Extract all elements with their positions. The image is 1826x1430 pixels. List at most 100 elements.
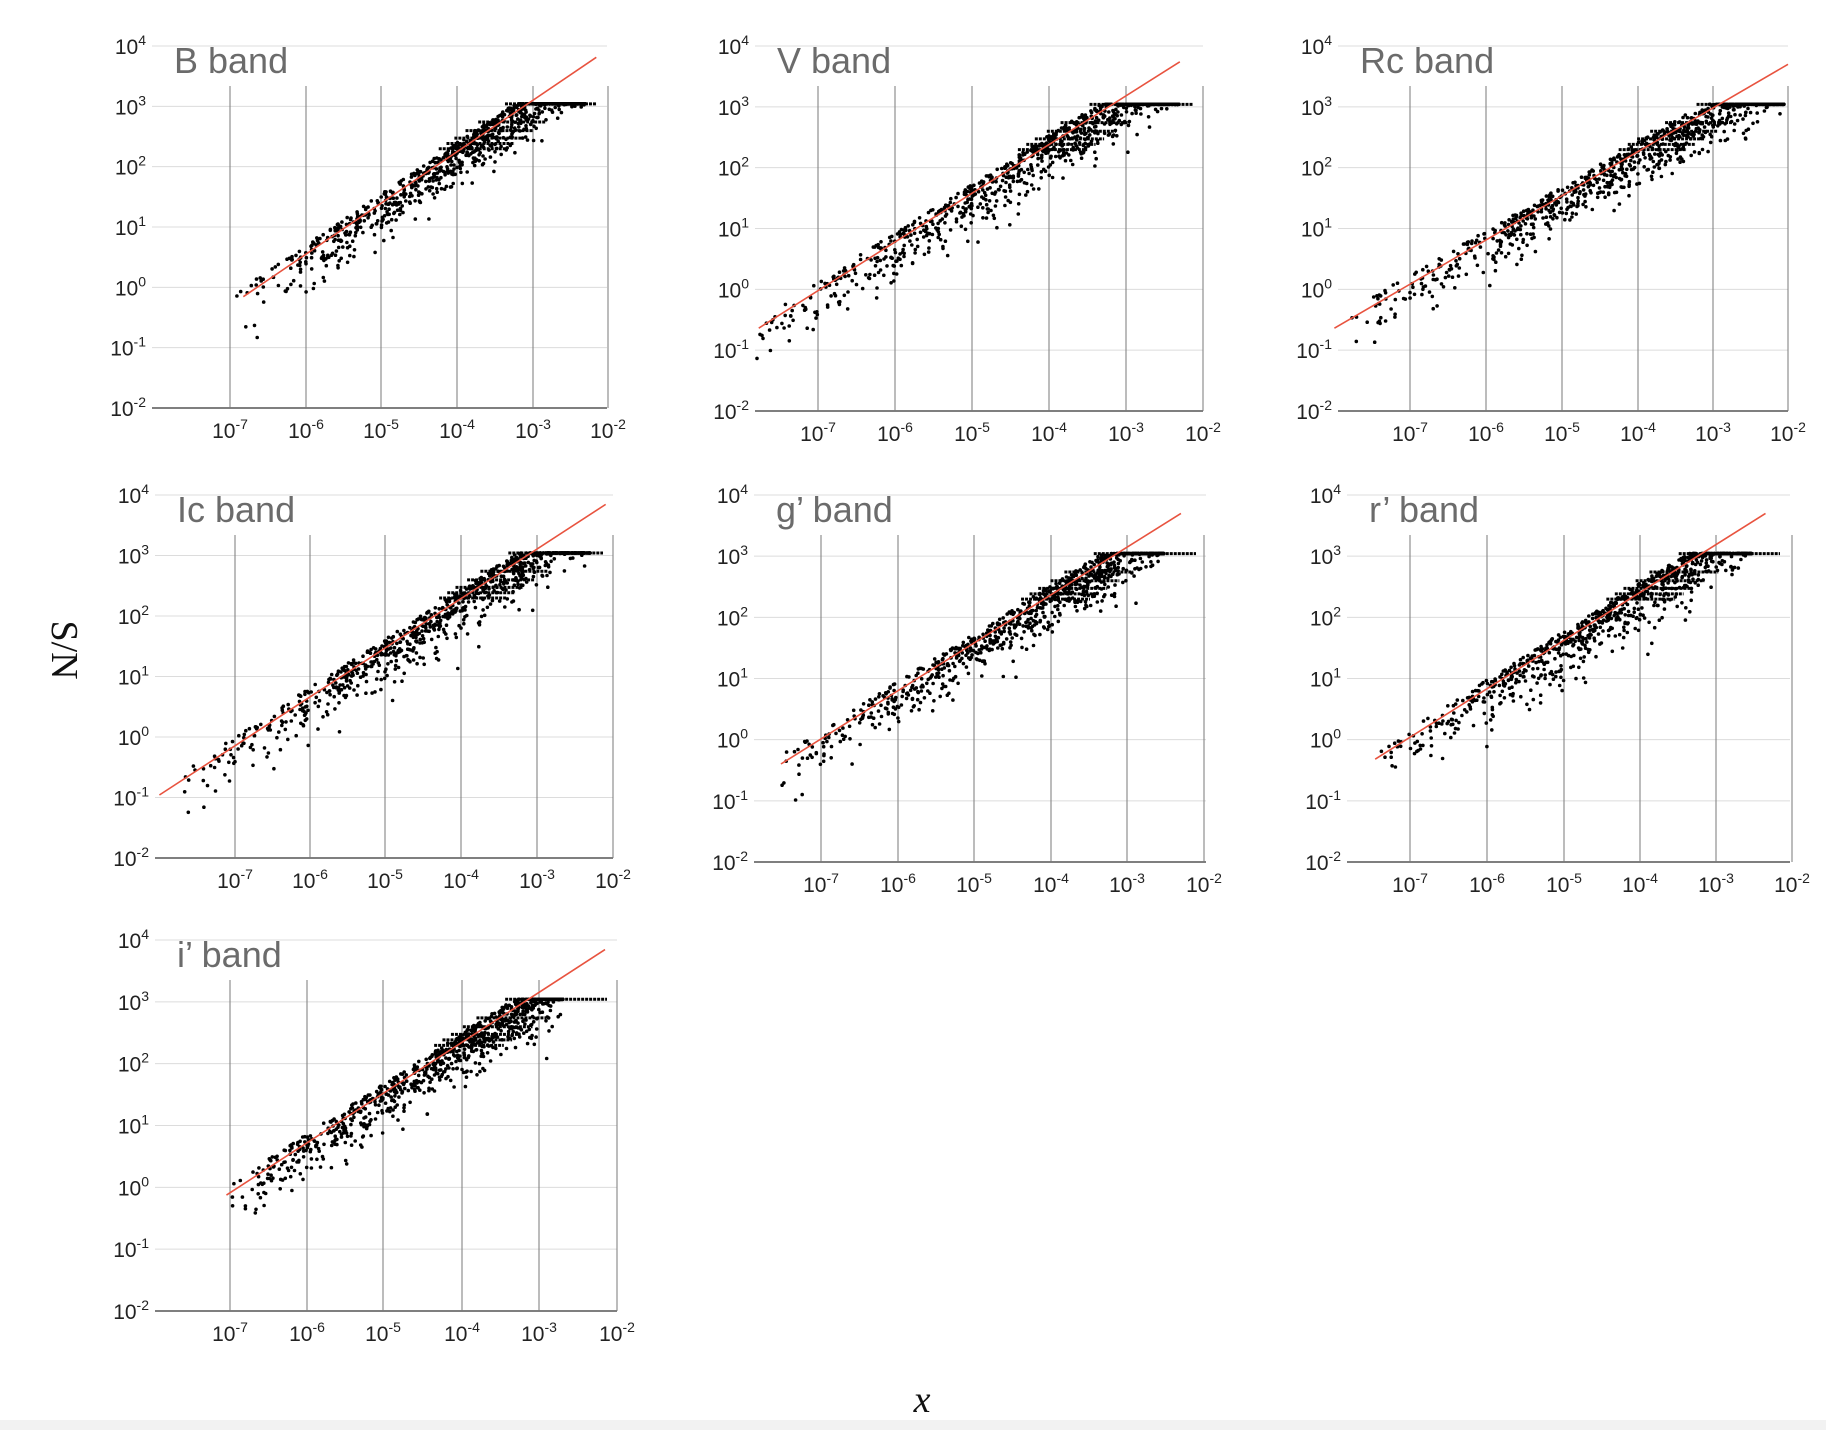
scatter-point: [791, 318, 795, 323]
scatter-point: [927, 239, 932, 243]
y-tick-label: 103: [115, 92, 146, 119]
scatter-point: [310, 251, 314, 255]
scatter-point: [909, 233, 913, 237]
scatter-point: [353, 233, 358, 238]
scatter-point: [375, 657, 379, 662]
scatter-point: [890, 234, 894, 239]
scatter-point: [1552, 213, 1556, 217]
scatter-point: [1656, 162, 1660, 167]
scatter-point: [337, 701, 341, 705]
scatter-point: [1586, 184, 1591, 189]
scatter-point: [937, 675, 941, 679]
scatter-point: [341, 683, 345, 687]
x-tick-label: 10-5: [1544, 419, 1580, 446]
scatter-point: [981, 196, 986, 201]
scatter-point: [1583, 199, 1587, 204]
scatter-point: [887, 727, 892, 732]
scatter-point: [1612, 156, 1616, 160]
scatter-point: [1093, 164, 1097, 168]
scatter-point: [1491, 236, 1495, 241]
scatter-point: [1429, 744, 1434, 748]
scatter-point: [1583, 175, 1588, 180]
scatter-point: [1093, 108, 1097, 112]
scatter-point: [548, 570, 552, 575]
scatter-point: [319, 256, 324, 261]
scatter-point: [429, 613, 434, 617]
scatter-point: [1557, 683, 1562, 688]
scatter-point: [495, 564, 499, 568]
scatter-point: [366, 216, 370, 220]
scatter-point: [444, 184, 449, 189]
scatter-point: [1115, 134, 1119, 138]
scatter-point: [860, 286, 865, 291]
scatter-point: [953, 664, 957, 669]
x-tick-label: 10-3: [519, 866, 555, 893]
fit-line: [242, 56, 597, 298]
scatter-point: [892, 682, 897, 686]
scatter-point: [252, 733, 257, 738]
scatter-point: [848, 737, 852, 741]
scatter-point: [1560, 188, 1565, 192]
y-tick-label: 102: [115, 153, 146, 180]
scatter-point: [899, 703, 904, 707]
scatter-point: [819, 279, 824, 284]
scatter-point: [954, 195, 958, 200]
scatter-point: [1608, 157, 1613, 162]
x-tick-label: 10-2: [1186, 870, 1222, 897]
scatter-point: [402, 671, 407, 676]
scatter-point: [1716, 124, 1720, 128]
scatter-point: [235, 294, 239, 298]
scatter-point: [444, 632, 448, 636]
scatter-point: [758, 332, 762, 337]
scatter-point: [796, 747, 800, 752]
scatter-point: [1165, 107, 1169, 111]
y-tick-label: 10-1: [110, 334, 146, 361]
scatter-point: [1056, 607, 1060, 612]
scatter-point: [1112, 591, 1117, 596]
scatter-point: [1008, 640, 1013, 644]
scatter-point: [1016, 607, 1020, 612]
scatter-point: [1491, 256, 1495, 261]
scatter-point: [789, 314, 793, 318]
scatter-point: [457, 601, 461, 605]
scatter-point: [230, 739, 235, 744]
x-tick-label: 10-6: [292, 866, 328, 893]
scatter-point: [1050, 610, 1054, 615]
scatter-point: [1099, 573, 1104, 577]
scatter-point: [850, 278, 854, 283]
scatter-point: [869, 711, 874, 715]
scatter-point: [1032, 632, 1036, 637]
scatter-point: [1544, 215, 1549, 219]
scatter-point: [1568, 218, 1572, 222]
scatter-point: [1111, 142, 1116, 146]
scatter-point: [1011, 174, 1016, 178]
scatter-point: [1574, 676, 1578, 681]
scatter-point: [1047, 624, 1051, 629]
scatter-point: [354, 668, 359, 673]
scatter-point: [1532, 203, 1537, 208]
y-tick-label: 10-1: [712, 787, 748, 814]
scatter-point: [1430, 294, 1435, 299]
scatter-point: [946, 663, 951, 668]
scatter-point: [251, 763, 255, 768]
scatter-point: [1683, 618, 1688, 622]
y-tick-label: 102: [717, 603, 748, 630]
scatter-point: [1510, 220, 1514, 224]
scatter-point: [1041, 625, 1046, 629]
scatter-point: [530, 608, 535, 613]
scatter-point: [994, 199, 999, 203]
scatter-point: [1453, 286, 1457, 290]
scatter-point: [1450, 275, 1455, 280]
scatter-point: [449, 611, 454, 615]
scatter-point: [1628, 164, 1633, 168]
scatter-point: [964, 653, 968, 658]
scatter-point: [941, 652, 946, 656]
scatter-point: [870, 722, 875, 727]
scatter-point: [1135, 132, 1139, 137]
scatter-point: [812, 283, 816, 288]
y-tick-label: 101: [717, 665, 748, 692]
scatter-point: [1606, 192, 1611, 197]
scatter-point: [509, 115, 514, 120]
scatter-point: [1444, 270, 1449, 275]
